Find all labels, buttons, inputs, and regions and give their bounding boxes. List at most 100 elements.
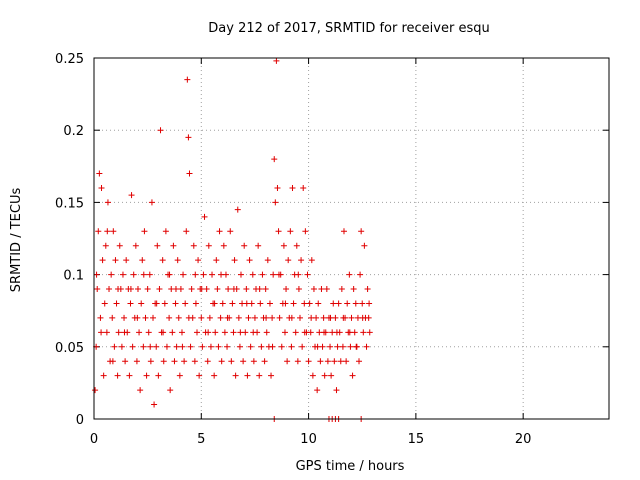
- data-point: [155, 372, 162, 379]
- data-point: [162, 228, 169, 235]
- x-tick-label: 0: [90, 432, 98, 447]
- data-point: [255, 242, 262, 249]
- y-tick-label: 0.05: [55, 341, 84, 356]
- data-point: [98, 184, 105, 191]
- data-point: [163, 343, 170, 350]
- data-point: [250, 329, 257, 336]
- data-point: [141, 228, 148, 235]
- data-point: [129, 343, 136, 350]
- data-point: [110, 228, 117, 235]
- data-point: [299, 343, 306, 350]
- data-point: [204, 358, 211, 365]
- data-point: [184, 76, 191, 83]
- data-point: [156, 286, 163, 293]
- data-point: [196, 372, 203, 379]
- data-point: [321, 329, 328, 336]
- data-point: [160, 329, 167, 336]
- data-point: [257, 300, 264, 307]
- data-point: [154, 242, 161, 249]
- data-point: [333, 329, 340, 336]
- data-point: [297, 314, 303, 321]
- data-point: [211, 372, 218, 379]
- data-point: [143, 372, 150, 379]
- data-point: [198, 314, 205, 321]
- data-point: [172, 286, 179, 293]
- data-point: [217, 314, 224, 321]
- data-point: [346, 271, 353, 278]
- data-point: [130, 271, 137, 278]
- data-point: [295, 286, 302, 293]
- data-point: [301, 329, 308, 336]
- data-point: [285, 257, 292, 264]
- data-point: [295, 271, 302, 278]
- data-point: [209, 271, 216, 278]
- data-point: [180, 271, 187, 278]
- data-point: [232, 372, 239, 379]
- x-tick-label: 15: [408, 432, 425, 447]
- data-point: [358, 228, 365, 235]
- data-point: [207, 343, 214, 350]
- data-point: [194, 329, 200, 336]
- data-point: [219, 300, 226, 307]
- data-point: [284, 358, 291, 365]
- data-point: [192, 300, 199, 307]
- data-point: [243, 286, 250, 293]
- data-point: [280, 242, 287, 249]
- data-point: [157, 127, 164, 134]
- data-point: [348, 314, 355, 321]
- data-point: [271, 156, 278, 163]
- data-point: [321, 372, 328, 379]
- data-point: [185, 314, 192, 321]
- data-point: [145, 329, 152, 336]
- data-point: [127, 300, 134, 307]
- data-point: [290, 300, 297, 307]
- data-point: [269, 343, 276, 350]
- data-point: [263, 314, 270, 321]
- data-point: [315, 300, 322, 307]
- data-point: [112, 257, 119, 264]
- data-point: [115, 286, 122, 293]
- data-point: [235, 314, 242, 321]
- data-point: [179, 343, 186, 350]
- data-point: [140, 271, 147, 278]
- data-point: [268, 372, 275, 379]
- data-point: [331, 358, 338, 365]
- data-point: [153, 343, 160, 350]
- data-point: [343, 358, 350, 365]
- data-point: [339, 343, 346, 350]
- data-point: [211, 300, 218, 307]
- data-point: [121, 329, 128, 336]
- data-point: [147, 358, 154, 365]
- data-point: [216, 228, 223, 235]
- data-point: [150, 314, 157, 321]
- data-point: [266, 300, 273, 307]
- data-point: [246, 257, 253, 264]
- y-tick-label: 0.1: [63, 269, 84, 284]
- data-point: [148, 199, 155, 206]
- x-tick-label: 10: [300, 432, 317, 447]
- data-point: [113, 300, 120, 307]
- data-point: [218, 358, 225, 365]
- data-point: [104, 199, 111, 206]
- data-point: [123, 257, 130, 264]
- data-point: [93, 271, 100, 278]
- data-point: [302, 228, 309, 235]
- data-point: [178, 329, 185, 336]
- data-point: [230, 329, 237, 336]
- data-point: [227, 228, 234, 235]
- data-point: [247, 343, 254, 350]
- data-point: [215, 343, 222, 350]
- y-tick-label: 0.2: [63, 124, 84, 139]
- data-point: [153, 300, 160, 307]
- data-point: [269, 314, 276, 321]
- data-point: [270, 271, 277, 278]
- data-point: [310, 286, 317, 293]
- data-point: [138, 300, 145, 307]
- data-point: [122, 358, 129, 365]
- data-point: [128, 192, 135, 199]
- data-point: [218, 271, 225, 278]
- data-point: [188, 286, 195, 293]
- data-point: [137, 387, 144, 394]
- data-point: [256, 372, 263, 379]
